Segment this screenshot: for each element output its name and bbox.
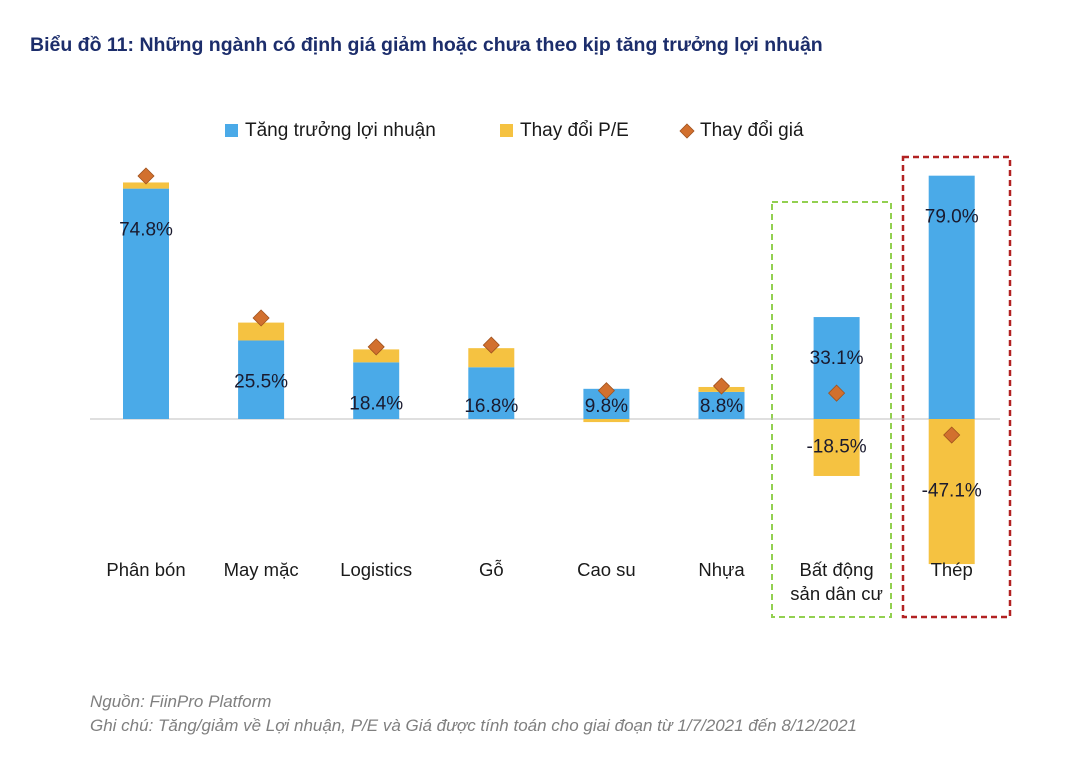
bar — [583, 419, 630, 423]
chart-title: Biểu đồ 11: Những ngành có định giá giảm… — [30, 34, 823, 56]
bar — [123, 188, 169, 419]
bar — [238, 340, 285, 419]
highlight-box — [901, 155, 1012, 619]
price-marker — [482, 336, 500, 354]
x-tick-label: Cao su — [577, 559, 636, 580]
data-label: 9.8% — [585, 396, 628, 417]
x-tick-label: Bất động sản dân cư — [790, 559, 883, 604]
data-label: 16.8% — [464, 396, 518, 417]
x-tick-label: Thép — [930, 559, 973, 580]
bar — [353, 362, 400, 419]
bar — [123, 182, 169, 189]
x-tick-label: Logistics — [340, 559, 413, 580]
price-marker — [367, 338, 385, 356]
bar — [813, 419, 860, 476]
x-tick-label: May mặc — [223, 559, 299, 580]
data-label: -47.1% — [922, 481, 982, 502]
price-marker — [828, 384, 846, 402]
bar — [928, 175, 975, 419]
legend-label: Thay đổi P/E — [520, 120, 629, 141]
legend-marker — [679, 123, 695, 139]
legend-swatch — [500, 124, 513, 137]
price-marker — [252, 309, 270, 327]
price-marker — [712, 377, 731, 395]
legend-label: Thay đổi giá — [700, 120, 804, 141]
footnote: Ghi chú: Tăng/giảm về Lợi nhuận, P/E và … — [90, 716, 857, 735]
price-marker — [137, 167, 155, 185]
legend-label: Tăng trưởng lợi nhuận — [245, 120, 436, 141]
x-tick-label: Nhựa — [698, 559, 745, 580]
data-label: 33.1% — [810, 348, 864, 369]
bar — [698, 391, 745, 419]
x-tick-label: Gỗ — [478, 559, 504, 580]
price-marker — [597, 382, 615, 400]
bar — [813, 317, 860, 419]
bar — [468, 367, 515, 419]
bar — [238, 322, 285, 341]
bar — [353, 349, 400, 363]
highlight-box — [771, 201, 892, 618]
data-label: 74.8% — [119, 220, 173, 241]
data-label: 79.0% — [925, 207, 979, 228]
price-marker — [943, 426, 961, 444]
x-tick-label: Phân bón — [106, 559, 186, 580]
legend-swatch — [225, 124, 238, 137]
bar — [468, 348, 515, 368]
data-label: -18.5% — [806, 437, 866, 458]
data-label: 8.8% — [700, 396, 743, 417]
data-label: 25.5% — [234, 371, 288, 392]
source-note: Nguồn: FiinPro Platform — [90, 692, 272, 711]
data-label: 18.4% — [349, 393, 403, 414]
